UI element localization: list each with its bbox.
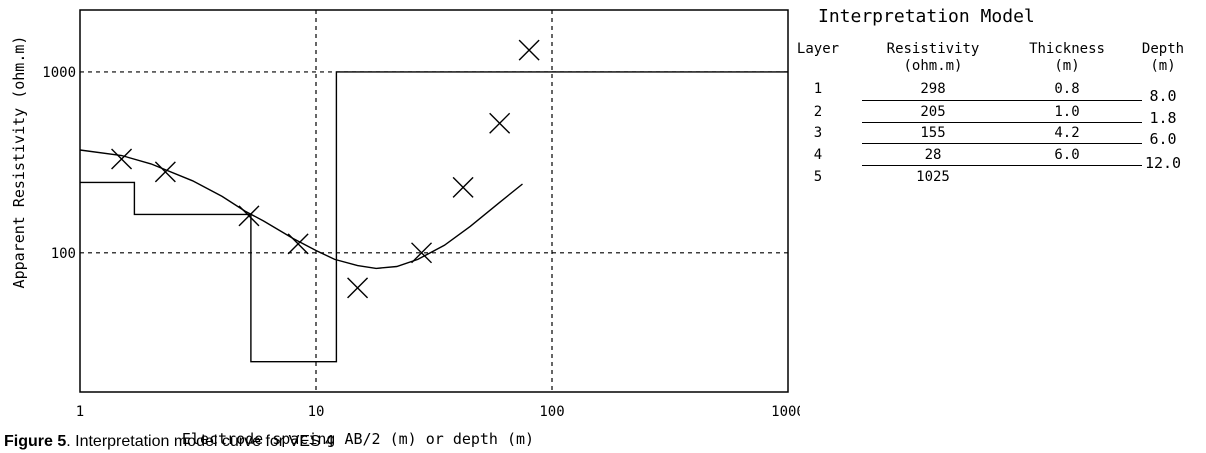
data-point-stroke [347,277,369,299]
data-point [411,242,433,264]
header-thickness-unit: (m) [1054,58,1080,74]
data-point-stroke [154,161,176,183]
y-tick-label: 1000 [42,65,76,81]
y-tick-label: 100 [51,246,76,262]
row-divider [862,143,1142,144]
x-tick-label: 100 [539,404,564,420]
header-resistivity: Resistivity [886,41,980,57]
header-resistivity-unit: (ohm.m) [903,58,963,74]
layer-cell: 5 [813,169,823,185]
figure-label: Figure 5 [4,433,67,450]
header-depth-unit: (m) [1150,58,1176,74]
resistivity-cell: 1025 [916,169,950,185]
layer-cell: 1 [813,81,823,97]
model-fit-curve [79,149,523,270]
layer-model-step-line [80,71,788,363]
grid-lines [80,10,788,392]
thickness-cell: 6.0 [1054,147,1080,163]
data-point-stroke [518,39,540,61]
data-point [154,161,176,183]
header-layer: Layer [796,41,840,57]
x-tick-label: 1 [76,404,84,420]
resistivity-chart: 1 10 100 1000 100 1000 Electrode spacing AB/2… [10,9,800,448]
layer-cell: 3 [813,125,823,141]
plot-frame [79,9,789,393]
resistivity-cell: 28 [924,147,942,163]
data-point-stroke [111,148,133,170]
data-point [238,205,260,227]
data-point-stroke [489,112,511,134]
thickness-cell: 4.2 [1054,125,1080,141]
data-point-stroke [287,233,309,255]
resistivity-cell: 298 [920,81,946,97]
thickness-cell: 1.0 [1054,104,1080,120]
row-divider [862,122,1142,123]
depth-cell: 12.0 [1144,154,1182,172]
x-tick-label: 1000 [771,404,800,420]
data-point-stroke [452,176,474,198]
data-point-stroke [238,205,260,227]
header-thickness: Thickness [1029,41,1105,57]
figure-caption: Figure 5. Interpretation model curve for… [4,433,334,451]
data-point [452,176,474,198]
row-divider [862,100,1142,101]
data-point [518,39,540,61]
header-depth: Depth [1141,41,1185,57]
y-axis-label: Apparent Resistivity (ohm.m) [10,36,28,289]
data-point [347,277,369,299]
thickness-cell: 0.8 [1054,81,1080,97]
interpretation-model: Interpretation Model Layer Resistivity (… [780,6,1204,206]
row-divider [862,165,1142,166]
layer-cell: 2 [813,104,823,120]
depth-cell: 8.0 [1149,87,1177,105]
data-point [489,112,511,134]
data-point [111,148,133,170]
x-axis-label: Electrode spacing AB/2 (m) or depth (m) [182,430,534,448]
layer-cell: 4 [813,147,823,163]
resistivity-cell: 155 [920,125,946,141]
figure-caption-text: . Interpretation model curve for VES 4 [66,433,334,450]
interpretation-title: Interpretation Model [818,6,1035,27]
data-point-stroke [411,242,433,264]
x-tick-label: 10 [308,404,325,420]
depth-cell: 6.0 [1149,130,1177,148]
resistivity-cell: 205 [920,104,946,120]
data-point [287,233,309,255]
depth-cell: 1.8 [1149,109,1177,127]
